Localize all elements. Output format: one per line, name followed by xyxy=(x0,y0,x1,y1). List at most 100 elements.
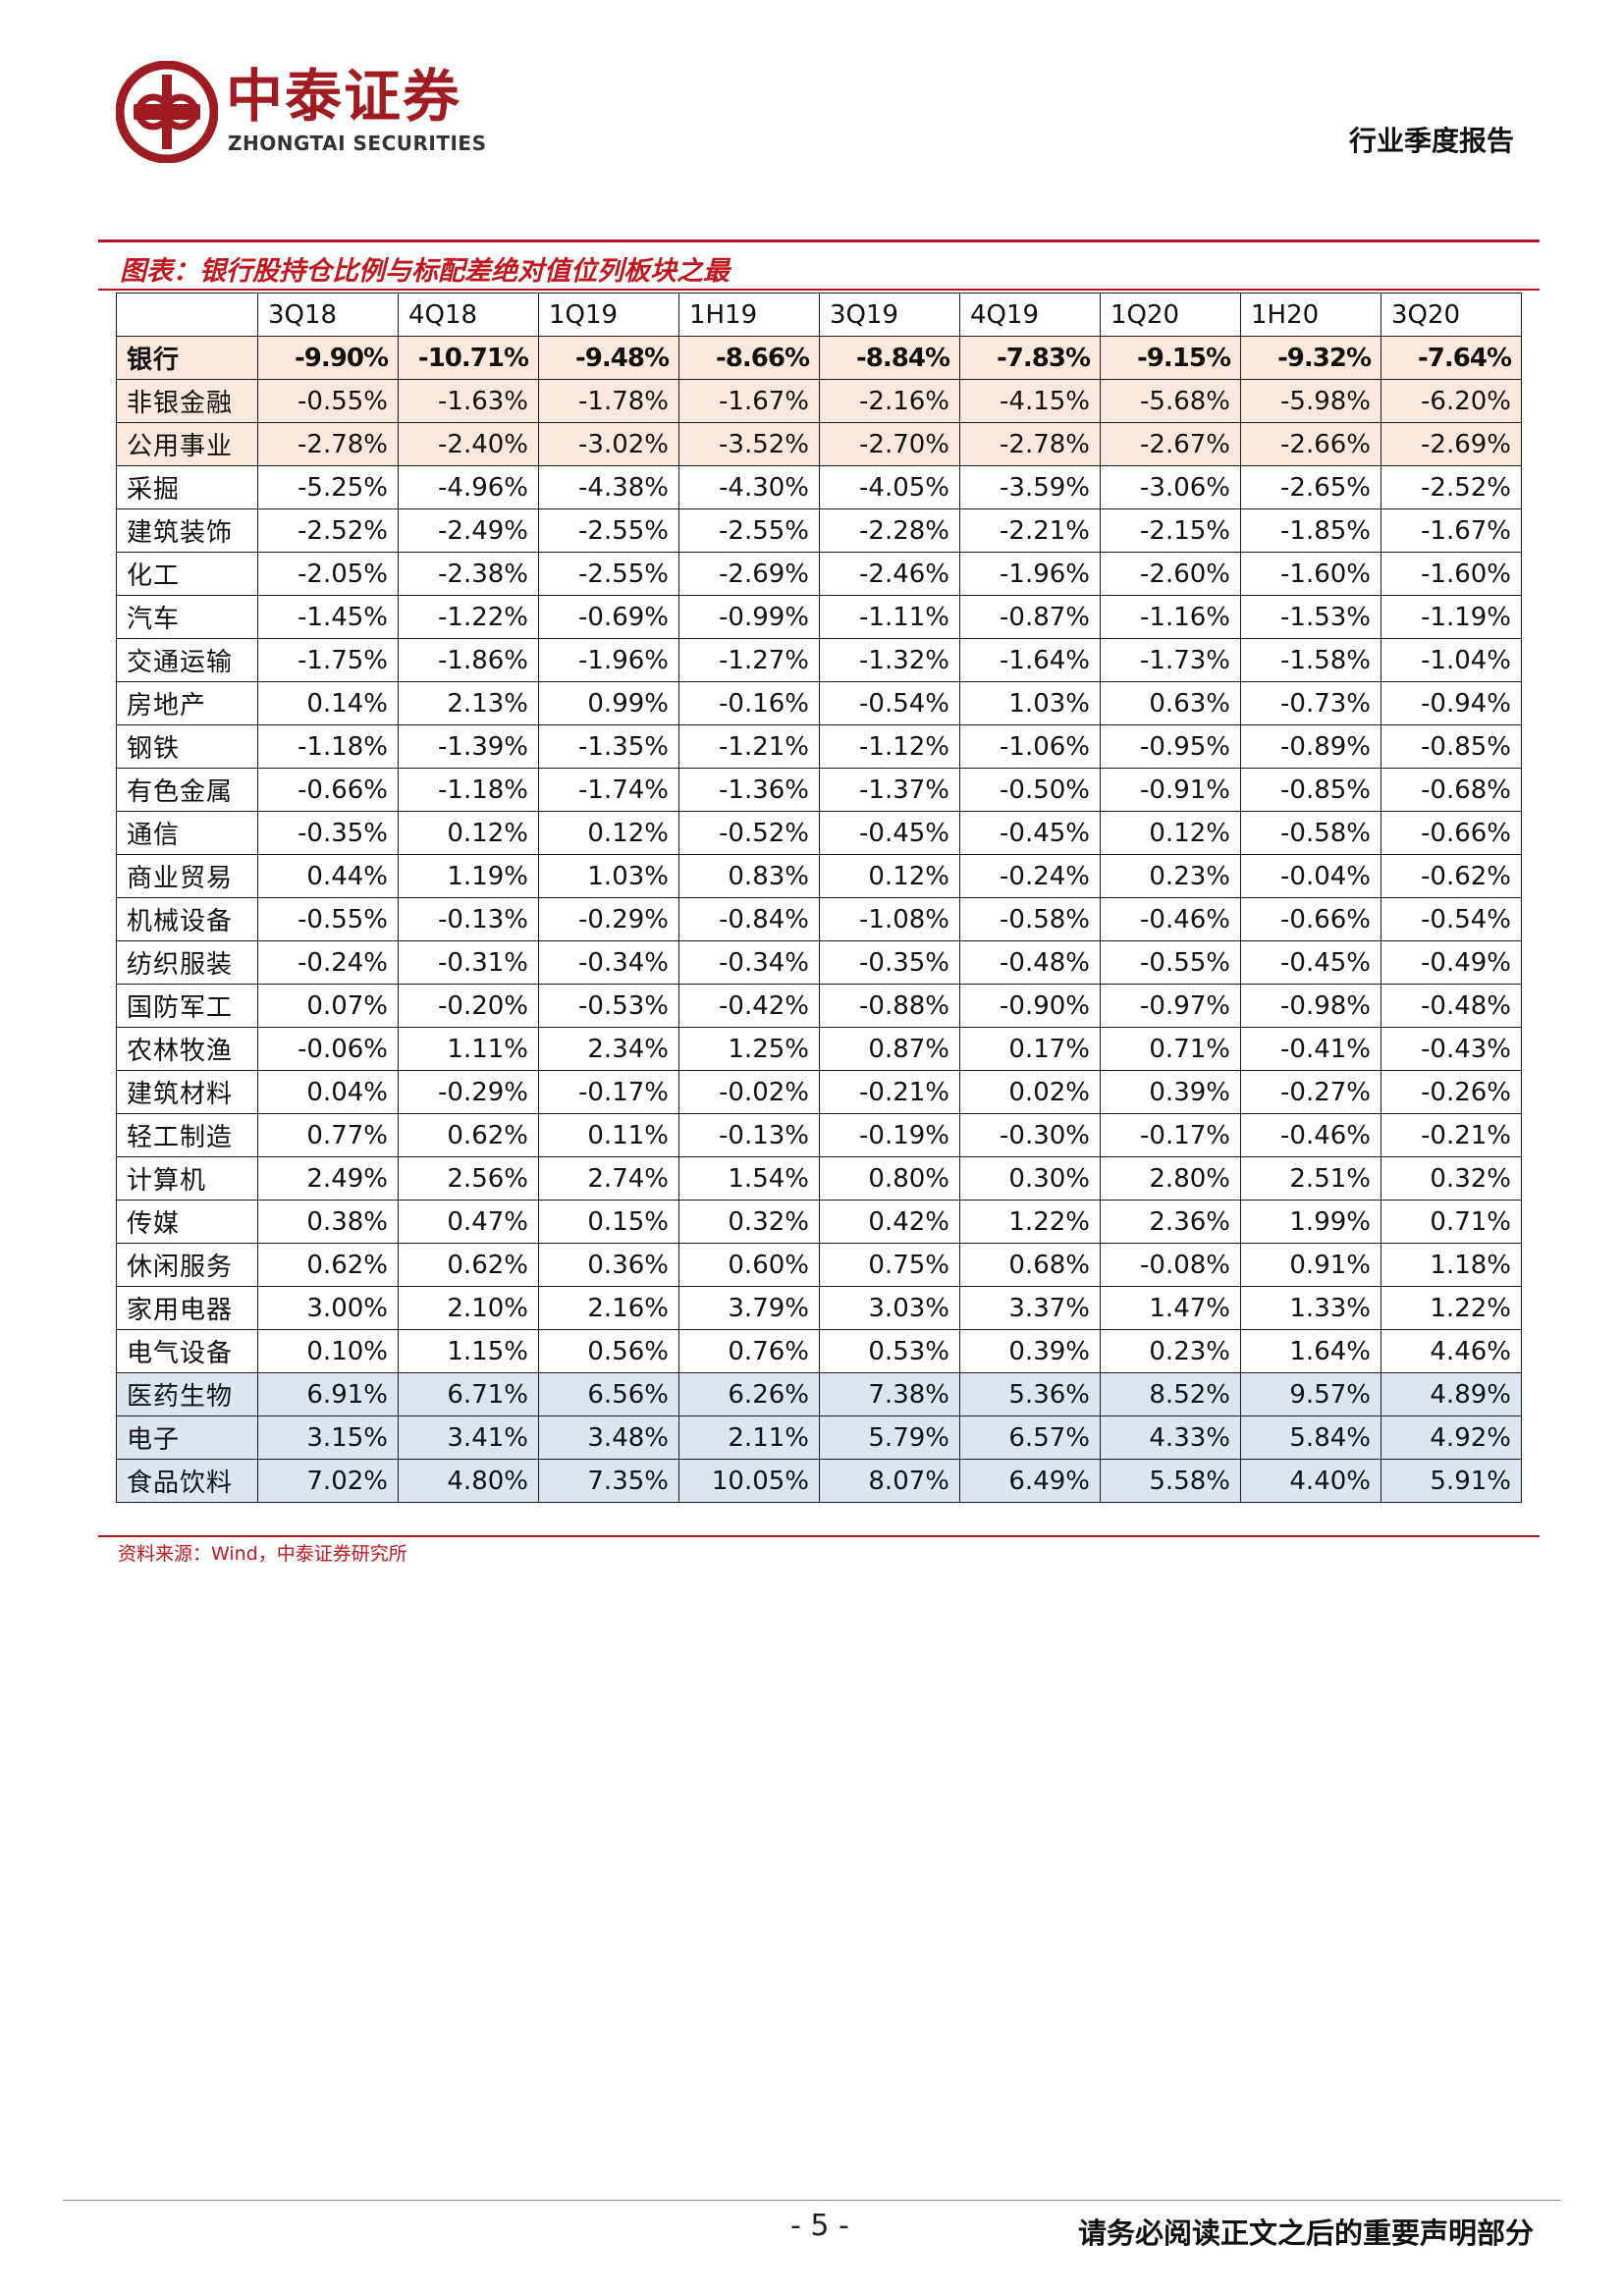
table-cell: 0.17% xyxy=(959,1027,1101,1071)
table-cell: -2.05% xyxy=(257,552,399,596)
table-cell: -1.85% xyxy=(1240,508,1381,553)
table-cell: 2.51% xyxy=(1240,1156,1381,1201)
table-cell: -2.60% xyxy=(1100,552,1241,596)
table-cell: -0.43% xyxy=(1380,1027,1522,1071)
column-header: 4Q18 xyxy=(398,293,539,337)
table-cell: -0.34% xyxy=(538,940,679,985)
table-cell: -1.37% xyxy=(819,768,960,812)
table-cell: -0.89% xyxy=(1240,724,1381,769)
table-cell: 0.76% xyxy=(678,1329,820,1373)
table-cell: 1.47% xyxy=(1100,1286,1241,1330)
table-cell: -0.30% xyxy=(959,1113,1101,1157)
table-cell: 7.38% xyxy=(819,1372,960,1416)
table-cell: 4.46% xyxy=(1380,1329,1522,1373)
column-header: 3Q20 xyxy=(1380,293,1522,337)
table-cell: 7.02% xyxy=(257,1459,399,1503)
table-cell: -0.68% xyxy=(1380,768,1522,812)
table-cell: -0.66% xyxy=(257,768,399,812)
table-cell: 1.03% xyxy=(959,681,1101,725)
table-cell: 9.57% xyxy=(1240,1372,1381,1416)
table-row: 银行 -9.90% -10.71% -9.48% -8.66% -8.84% -7.83% -… xyxy=(116,336,1522,380)
table-cell: 0.12% xyxy=(819,854,960,898)
table-cell: 5.91% xyxy=(1380,1459,1522,1503)
table-cell: -6.20% xyxy=(1380,379,1522,423)
table-cell: -0.53% xyxy=(538,984,679,1028)
table-cell: -0.41% xyxy=(1240,1027,1381,1071)
table-cell: -2.69% xyxy=(678,552,820,596)
table-cell: -0.91% xyxy=(1100,768,1241,812)
table-row: 电子 3.15% 3.41% 3.48% 2.11% 5.79% 6.57% 4.33% 5.8… xyxy=(116,1415,1522,1460)
company-logo: 中泰证券 ZHONGTAI SECURITIES xyxy=(116,61,666,169)
row-label: 商业贸易 xyxy=(116,854,258,898)
table-cell: -0.17% xyxy=(1100,1113,1241,1157)
table-cell: 4.80% xyxy=(398,1459,539,1503)
table-cell: 2.11% xyxy=(678,1415,820,1460)
table-cell: -0.49% xyxy=(1380,940,1522,985)
table-cell: 1.99% xyxy=(1240,1200,1381,1244)
table-cell: 0.12% xyxy=(1100,811,1241,855)
table-cell: -1.45% xyxy=(257,595,399,639)
table-cell: -2.69% xyxy=(1380,422,1522,466)
table-cell: 6.49% xyxy=(959,1459,1101,1503)
table-cell: 0.11% xyxy=(538,1113,679,1157)
row-label: 通信 xyxy=(116,811,258,855)
table-cell: -0.97% xyxy=(1100,984,1241,1028)
table-cell: -0.45% xyxy=(1240,940,1381,985)
table-cell: 0.91% xyxy=(1240,1243,1381,1287)
report-type: 行业季度报告 xyxy=(1348,125,1514,157)
table-cell: -9.90% xyxy=(257,336,399,380)
table-cell: -3.59% xyxy=(959,465,1101,509)
table-cell: -0.58% xyxy=(959,897,1101,941)
table-cell: -1.35% xyxy=(538,724,679,769)
table-cell: 3.03% xyxy=(819,1286,960,1330)
table-row: 传媒 0.38% 0.47% 0.15% 0.32% 0.42% 1.22% 2.36% 1.9… xyxy=(116,1200,1522,1244)
row-label: 建筑装饰 xyxy=(116,508,258,553)
table-cell: 1.22% xyxy=(1380,1286,1522,1330)
table-cell: -2.46% xyxy=(819,552,960,596)
table-cell: -0.45% xyxy=(959,811,1101,855)
table-row: 通信 -0.35% 0.12% 0.12% -0.52% -0.45% -0.45% 0.12… xyxy=(116,811,1522,855)
table-cell: 8.07% xyxy=(819,1459,960,1503)
table-row: 纺织服装 -0.24% -0.31% -0.34% -0.34% -0.35% -0.48%… xyxy=(116,940,1522,985)
table-cell: 0.71% xyxy=(1100,1027,1241,1071)
table-cell: 0.62% xyxy=(398,1113,539,1157)
table-cell: 1.19% xyxy=(398,854,539,898)
table-cell: -1.27% xyxy=(678,638,820,682)
table-cell: 0.87% xyxy=(819,1027,960,1071)
table-cell: 1.11% xyxy=(398,1027,539,1071)
table-cell: -5.25% xyxy=(257,465,399,509)
column-header xyxy=(116,293,258,337)
page-number: - 5 - xyxy=(790,2209,849,2243)
table-cell: -1.58% xyxy=(1240,638,1381,682)
table-cell: 6.26% xyxy=(678,1372,820,1416)
table-cell: -0.16% xyxy=(678,681,820,725)
row-label: 食品饮料 xyxy=(116,1459,258,1503)
table-row: 公用事业 -2.78% -2.40% -3.02% -3.52% -2.70% -2.78%… xyxy=(116,422,1522,466)
table-cell: 1.18% xyxy=(1380,1243,1522,1287)
table-cell: -2.67% xyxy=(1100,422,1241,466)
table-cell: 3.41% xyxy=(398,1415,539,1460)
table-cell: -4.30% xyxy=(678,465,820,509)
table-cell: -1.67% xyxy=(678,379,820,423)
table-cell: -1.16% xyxy=(1100,595,1241,639)
table-cell: 0.75% xyxy=(819,1243,960,1287)
table-cell: -2.49% xyxy=(398,508,539,553)
table-cell: -4.96% xyxy=(398,465,539,509)
table-cell: -1.22% xyxy=(398,595,539,639)
table-cell: -0.73% xyxy=(1240,681,1381,725)
table-row: 房地产 0.14% 2.13% 0.99% -0.16% -0.54% 1.03% 0.63%… xyxy=(116,681,1522,725)
data-source: 资料来源：Wind，中泰证券研究所 xyxy=(118,1543,407,1565)
table-cell: 0.12% xyxy=(538,811,679,855)
table-cell: -0.88% xyxy=(819,984,960,1028)
table-cell: 0.10% xyxy=(257,1329,399,1373)
table-cell: -0.45% xyxy=(819,811,960,855)
table-row: 交通运输 -1.75% -1.86% -1.96% -1.27% -1.32% -1.64%… xyxy=(116,638,1522,682)
table-cell: -0.69% xyxy=(538,595,679,639)
table-cell: 1.22% xyxy=(959,1200,1101,1244)
row-label: 交通运输 xyxy=(116,638,258,682)
table-cell: 3.37% xyxy=(959,1286,1101,1330)
table-cell: -0.90% xyxy=(959,984,1101,1028)
table-cell: 0.60% xyxy=(678,1243,820,1287)
table-cell: 0.36% xyxy=(538,1243,679,1287)
table-row: 汽车 -1.45% -1.22% -0.69% -0.99% -1.11% -0.87% -1… xyxy=(116,595,1522,639)
